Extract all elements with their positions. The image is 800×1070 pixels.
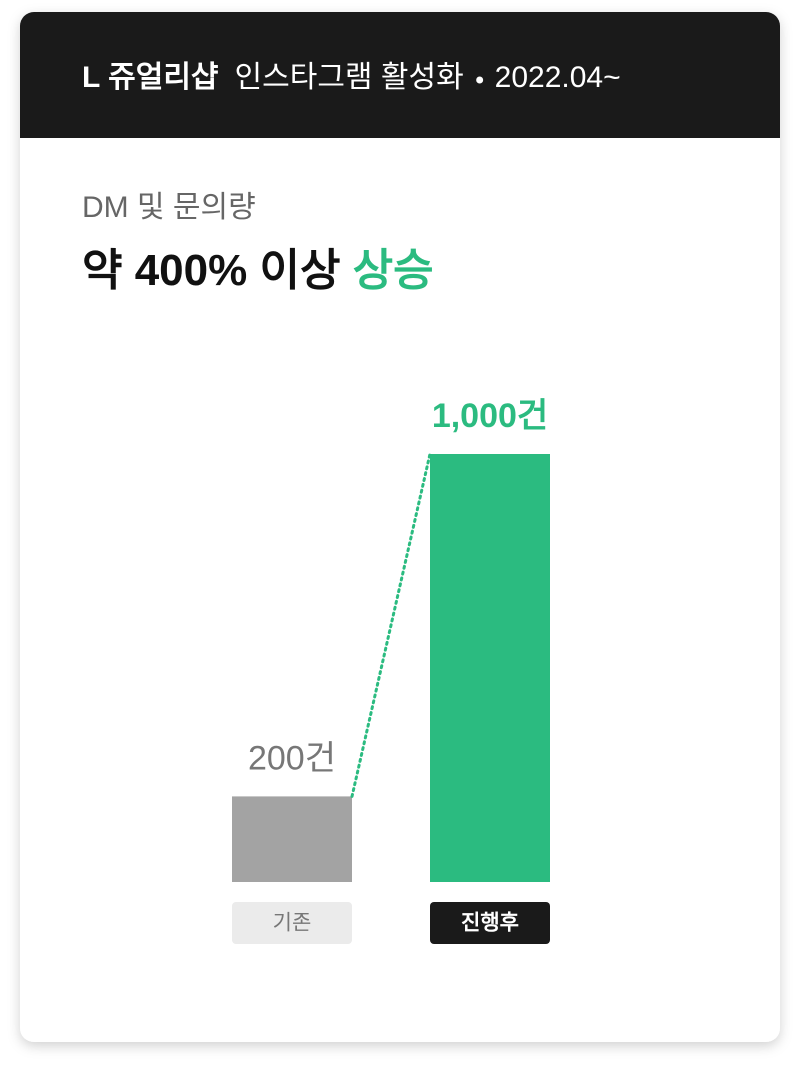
separator-dot bbox=[476, 76, 484, 84]
value-label: 200건 bbox=[248, 739, 336, 777]
period: 2022.04~ bbox=[495, 61, 621, 94]
header-text: L 쥬얼리샵 인스타그램 활성화 bbox=[82, 61, 464, 94]
title-main: 약 400% 이상 bbox=[82, 246, 340, 295]
category-box bbox=[232, 902, 352, 944]
chart-subtitle: DM 및 문의량 bbox=[82, 191, 256, 224]
category-label: 진행후 bbox=[461, 911, 519, 935]
chart-title: 약 400% 이상 상승 bbox=[82, 246, 434, 295]
connector bbox=[350, 452, 432, 798]
category-box bbox=[430, 902, 550, 944]
category-label: 기존 bbox=[273, 912, 312, 935]
value-label: 1,000건 bbox=[432, 397, 548, 435]
brand: L 쥬얼리샵 bbox=[82, 61, 219, 94]
bar bbox=[430, 454, 550, 882]
project: 인스타그램 활성화 bbox=[235, 61, 464, 94]
title-highlight: 상승 bbox=[353, 246, 434, 295]
card bbox=[20, 12, 780, 1042]
header-bar bbox=[20, 12, 780, 138]
bar bbox=[232, 796, 352, 882]
